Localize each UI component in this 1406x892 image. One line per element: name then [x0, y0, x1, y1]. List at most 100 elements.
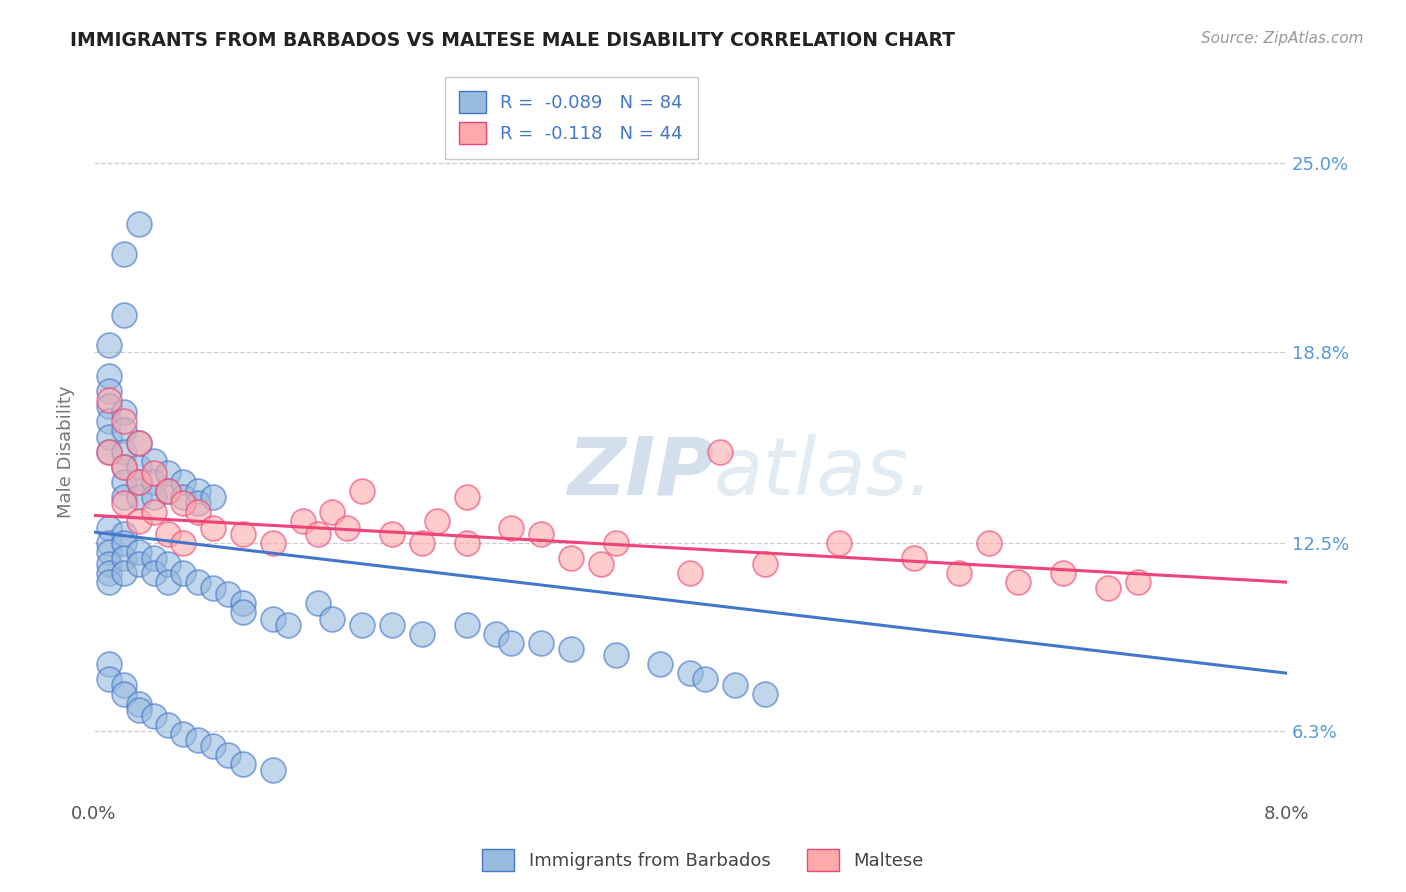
Point: [679, 666, 702, 681]
Point: [112, 490, 135, 504]
Point: [97, 520, 120, 534]
Point: [172, 566, 194, 580]
Point: [202, 581, 225, 595]
Point: [187, 484, 209, 499]
Point: [262, 535, 284, 549]
Point: [128, 703, 150, 717]
Point: [97, 535, 120, 549]
Point: [977, 535, 1000, 549]
Point: [530, 636, 553, 650]
Text: IMMIGRANTS FROM BARBADOS VS MALTESE MALE DISABILITY CORRELATION CHART: IMMIGRANTS FROM BARBADOS VS MALTESE MALE…: [70, 31, 955, 50]
Point: [128, 697, 150, 711]
Point: [1052, 566, 1074, 580]
Point: [679, 566, 702, 580]
Y-axis label: Male Disability: Male Disability: [58, 385, 75, 518]
Point: [142, 550, 165, 565]
Point: [187, 575, 209, 590]
Point: [411, 535, 433, 549]
Point: [1097, 581, 1119, 595]
Point: [307, 596, 329, 610]
Point: [530, 526, 553, 541]
Point: [605, 648, 627, 662]
Point: [426, 515, 449, 529]
Point: [97, 414, 120, 428]
Point: [142, 490, 165, 504]
Point: [232, 606, 254, 620]
Point: [291, 515, 314, 529]
Point: [112, 535, 135, 549]
Point: [307, 526, 329, 541]
Point: [202, 739, 225, 753]
Point: [112, 424, 135, 438]
Point: [112, 459, 135, 474]
Point: [112, 688, 135, 702]
Point: [232, 526, 254, 541]
Point: [172, 727, 194, 741]
Point: [112, 496, 135, 510]
Point: [456, 617, 478, 632]
Point: [709, 444, 731, 458]
Point: [724, 678, 747, 692]
Point: [560, 550, 582, 565]
Point: [157, 526, 180, 541]
Point: [172, 535, 194, 549]
Point: [97, 444, 120, 458]
Point: [128, 545, 150, 559]
Point: [112, 475, 135, 489]
Text: Source: ZipAtlas.com: Source: ZipAtlas.com: [1201, 31, 1364, 46]
Text: ZIP: ZIP: [567, 434, 714, 512]
Point: [97, 429, 120, 443]
Point: [605, 535, 627, 549]
Point: [112, 566, 135, 580]
Point: [589, 557, 612, 571]
Point: [172, 475, 194, 489]
Point: [112, 550, 135, 565]
Point: [172, 490, 194, 504]
Point: [828, 535, 851, 549]
Point: [172, 496, 194, 510]
Point: [157, 557, 180, 571]
Point: [97, 368, 120, 383]
Point: [456, 535, 478, 549]
Point: [217, 748, 239, 763]
Point: [187, 505, 209, 519]
Point: [112, 459, 135, 474]
Point: [262, 611, 284, 625]
Point: [128, 475, 150, 489]
Point: [157, 484, 180, 499]
Point: [128, 557, 150, 571]
Point: [97, 575, 120, 590]
Point: [97, 444, 120, 458]
Point: [112, 308, 135, 322]
Point: [381, 526, 404, 541]
Point: [128, 515, 150, 529]
Point: [1007, 575, 1029, 590]
Point: [202, 490, 225, 504]
Point: [142, 505, 165, 519]
Point: [142, 708, 165, 723]
Legend: Immigrants from Barbados, Maltese: Immigrants from Barbados, Maltese: [475, 842, 931, 879]
Point: [97, 338, 120, 352]
Point: [112, 526, 135, 541]
Point: [97, 566, 120, 580]
Point: [501, 520, 523, 534]
Point: [336, 520, 359, 534]
Point: [157, 466, 180, 480]
Text: atlas.: atlas.: [714, 434, 935, 512]
Point: [128, 217, 150, 231]
Point: [754, 688, 776, 702]
Point: [695, 672, 717, 686]
Point: [142, 466, 165, 480]
Legend: R =  -0.089   N = 84, R =  -0.118   N = 44: R = -0.089 N = 84, R = -0.118 N = 44: [444, 77, 697, 159]
Point: [157, 575, 180, 590]
Point: [97, 545, 120, 559]
Point: [485, 626, 508, 640]
Point: [128, 475, 150, 489]
Point: [112, 405, 135, 419]
Point: [142, 566, 165, 580]
Point: [112, 678, 135, 692]
Point: [1126, 575, 1149, 590]
Point: [187, 496, 209, 510]
Point: [277, 617, 299, 632]
Point: [128, 459, 150, 474]
